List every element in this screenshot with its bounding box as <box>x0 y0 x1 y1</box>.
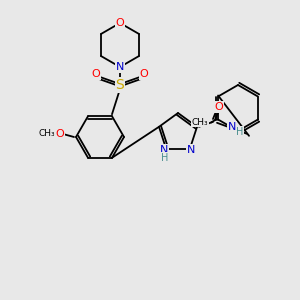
Text: CH₃: CH₃ <box>192 118 208 127</box>
Text: O: O <box>214 102 224 112</box>
Text: O: O <box>56 129 64 139</box>
Text: O: O <box>116 18 124 28</box>
Text: N: N <box>116 62 124 72</box>
Text: N: N <box>228 122 236 132</box>
Text: O: O <box>140 69 148 79</box>
Text: N: N <box>160 145 168 155</box>
Text: CH₃: CH₃ <box>39 130 55 139</box>
Text: H: H <box>160 153 168 163</box>
Text: N: N <box>187 145 195 155</box>
Text: S: S <box>116 78 124 92</box>
Text: O: O <box>92 69 100 79</box>
Text: H: H <box>236 127 244 137</box>
